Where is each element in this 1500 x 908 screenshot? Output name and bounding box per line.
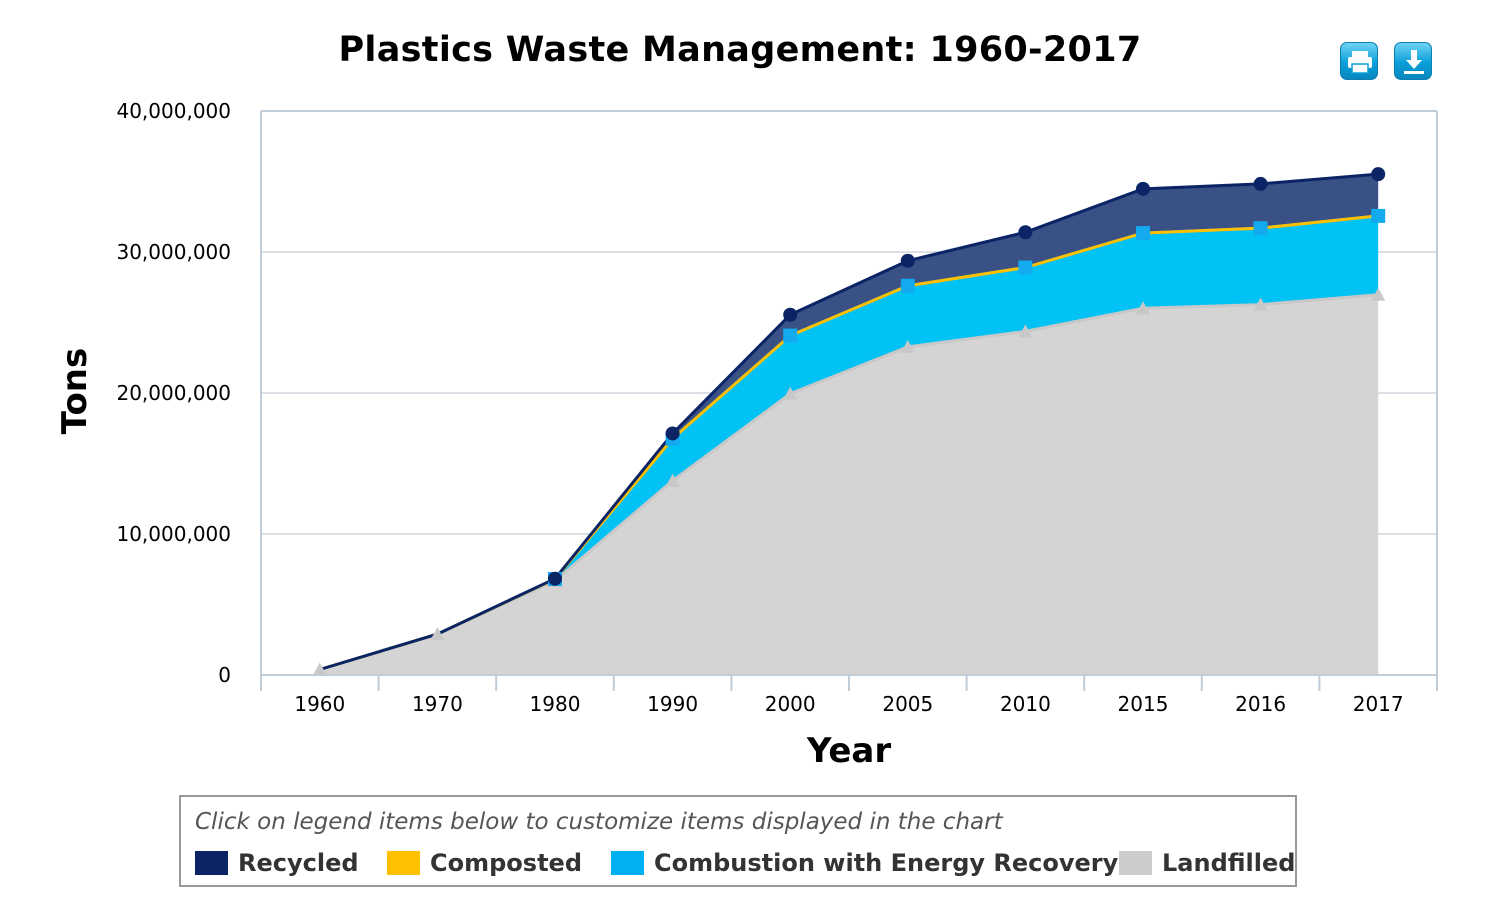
x-tick-label: 2015 xyxy=(1118,692,1169,716)
print-button[interactable] xyxy=(1340,42,1378,80)
legend-label-composted: Composted xyxy=(430,849,582,877)
point-combustion-with-energy-recovery xyxy=(1136,226,1150,241)
y-tick-label: 30,000,000 xyxy=(116,240,231,264)
x-tick-label: 2016 xyxy=(1235,692,1286,716)
x-tick-label: 2010 xyxy=(1000,692,1051,716)
point-landfilled xyxy=(1371,287,1386,301)
point-recycled xyxy=(783,307,798,322)
x-tick-label: 1980 xyxy=(530,692,581,716)
legend-swatch-landfilled xyxy=(1119,851,1152,875)
line-recycled xyxy=(319,172,1379,671)
point-landfilled xyxy=(312,662,327,676)
legend-label-combustion: Combustion with Energy Recovery xyxy=(654,849,1119,877)
point-recycled xyxy=(900,253,915,268)
point-combustion-with-energy-recovery xyxy=(1018,260,1033,275)
point-recycled xyxy=(1136,181,1150,196)
y-axis-title: Tons xyxy=(55,348,95,434)
area-combustion-with-energy-recovery xyxy=(319,215,1379,670)
x-tick-label: 1960 xyxy=(294,692,345,716)
legend-item-landfilled[interactable]: Landfilled xyxy=(1119,849,1295,877)
x-tick-label: 2000 xyxy=(765,692,816,716)
point-landfilled xyxy=(1253,297,1268,311)
y-tick-label: 20,000,000 xyxy=(116,381,231,405)
legend-swatch-composted xyxy=(387,851,420,875)
legend-item-recycled[interactable]: Recycled xyxy=(195,849,359,877)
download-icon xyxy=(1404,50,1424,74)
point-combustion-with-energy-recovery xyxy=(783,328,798,343)
legend-item-composted[interactable]: Composted xyxy=(387,849,582,877)
x-axis-title: Year xyxy=(806,731,892,771)
x-tick-label: 2005 xyxy=(882,692,933,716)
point-recycled xyxy=(1253,176,1268,191)
area-landfilled xyxy=(319,294,1379,675)
legend-label-landfilled: Landfilled xyxy=(1162,849,1296,877)
point-landfilled xyxy=(900,339,915,353)
legend-hint: Click on legend items below to customize… xyxy=(195,809,1003,835)
y-tick-label: 10,000,000 xyxy=(116,522,231,546)
point-combustion-with-energy-recovery xyxy=(900,278,915,293)
point-landfilled xyxy=(783,386,798,400)
point-recycled xyxy=(665,426,680,441)
point-landfilled xyxy=(1136,301,1150,315)
point-combustion-with-energy-recovery xyxy=(1371,208,1386,223)
y-tick-label: 40,000,000 xyxy=(116,99,231,123)
x-tick-label: 2017 xyxy=(1353,692,1404,716)
point-landfilled xyxy=(665,473,680,487)
point-recycled xyxy=(548,571,562,586)
legend-item-combustion[interactable]: Combustion with Energy Recovery xyxy=(611,849,1118,877)
point-recycled xyxy=(1018,225,1033,240)
area-recycled xyxy=(319,174,1379,670)
chart-title: Plastics Waste Management: 1960-2017 xyxy=(338,30,1142,70)
point-landfilled xyxy=(1018,324,1033,338)
legend-swatch-recycled xyxy=(195,851,228,875)
point-landfilled xyxy=(430,627,445,641)
x-tick-label: 1970 xyxy=(412,692,463,716)
x-tick-label: 1990 xyxy=(647,692,698,716)
legend: Click on legend items below to customize… xyxy=(179,795,1297,887)
point-recycled xyxy=(1371,167,1386,182)
legend-label-recycled: Recycled xyxy=(238,849,359,877)
point-combustion-with-energy-recovery xyxy=(1253,221,1268,236)
printer-icon xyxy=(1348,51,1372,74)
legend-swatch-combustion xyxy=(611,851,644,875)
download-button[interactable] xyxy=(1394,42,1432,80)
y-tick-label: 0 xyxy=(218,663,231,687)
